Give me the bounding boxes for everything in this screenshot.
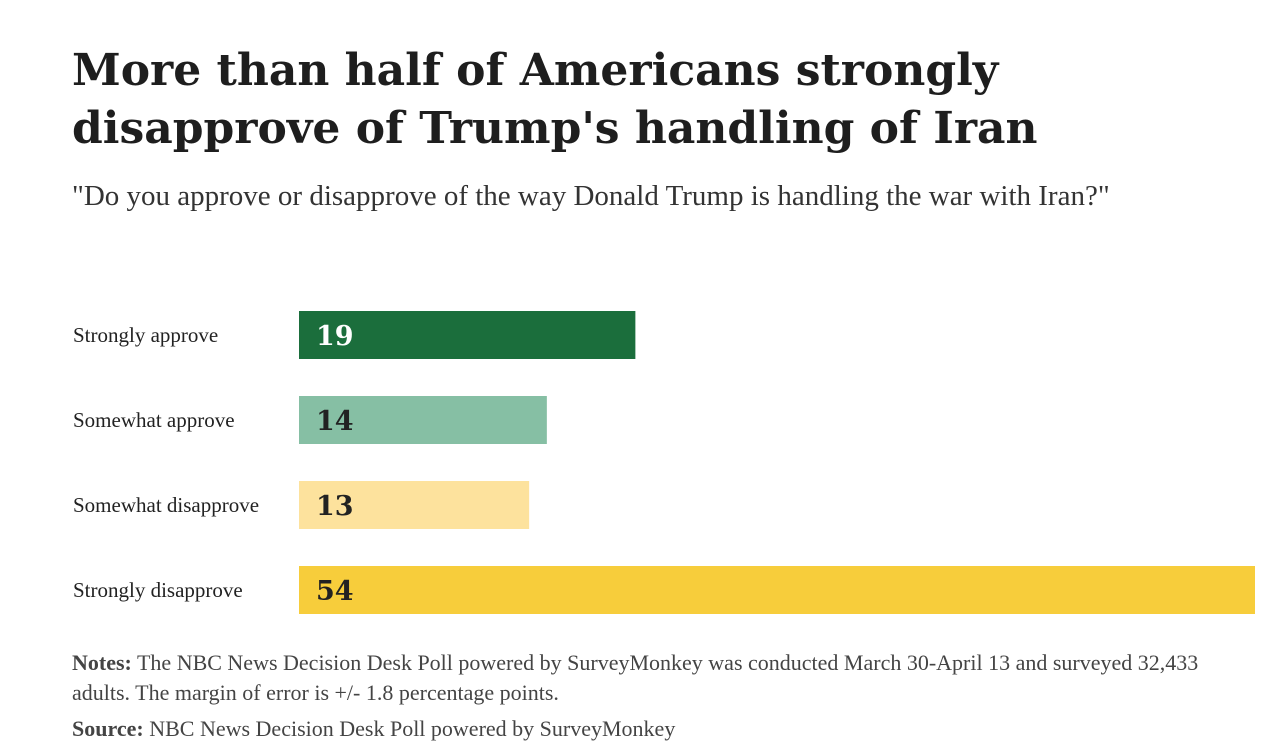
chart-subtitle: "Do you approve or disapprove of the way… (72, 180, 1110, 212)
chart-source: Source: NBC News Decision Desk Poll powe… (72, 714, 1232, 744)
category-label: Somewhat approve (73, 408, 235, 432)
notes-label: Notes: (72, 650, 132, 675)
chart-title: More than half of Americans strongly dis… (72, 45, 1038, 154)
bar-value-label: 19 (316, 321, 354, 352)
source-text: NBC News Decision Desk Poll powered by S… (149, 716, 676, 741)
bar (299, 566, 1255, 614)
bar (299, 311, 636, 359)
chart-notes: Notes: The NBC News Decision Desk Poll p… (72, 648, 1232, 708)
category-label: Strongly approve (73, 323, 218, 347)
bar (299, 481, 530, 529)
category-label: Strongly disapprove (73, 578, 243, 602)
notes-text: The NBC News Decision Desk Poll powered … (72, 650, 1199, 705)
bar-value-label: 13 (316, 491, 354, 522)
source-label: Source: (72, 716, 144, 741)
bar-value-label: 54 (316, 576, 354, 607)
bar-value-label: 14 (316, 406, 354, 437)
category-label: Somewhat disapprove (73, 493, 259, 517)
bar (299, 396, 547, 444)
